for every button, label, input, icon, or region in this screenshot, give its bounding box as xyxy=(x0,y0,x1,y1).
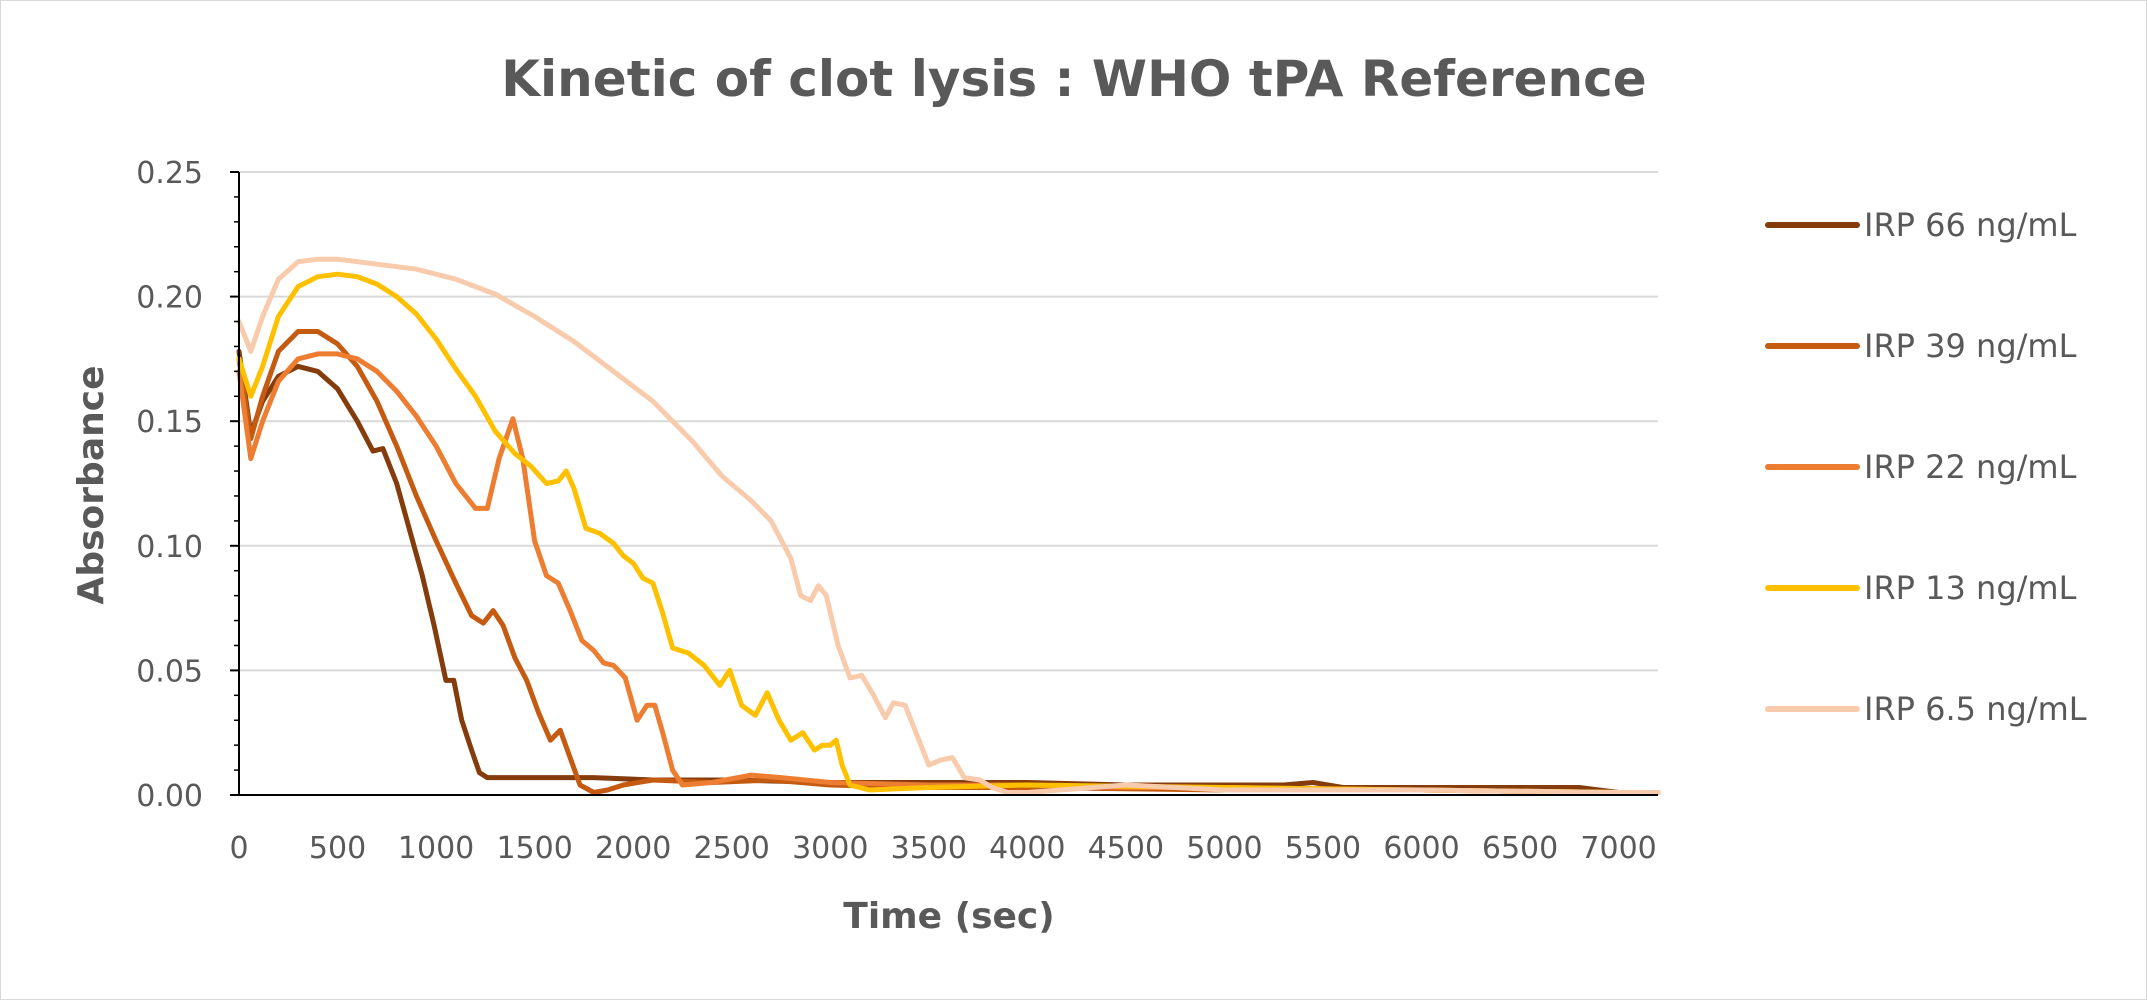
x-tick-label: 2500 xyxy=(694,831,770,866)
x-tick-label: 5500 xyxy=(1285,831,1361,866)
x-tick-label: 4500 xyxy=(1088,831,1164,866)
legend-label: IRP 39 ng/mL xyxy=(1864,327,2077,365)
x-axis-ticks: 0 500 1000 1500 2000 2500 3000 3500 4000 4500 5000… xyxy=(229,831,1656,866)
x-tick-label: 0 xyxy=(229,831,248,866)
legend-label: IRP 13 ng/mL xyxy=(1864,569,2077,607)
y-tick-label: 0.15 xyxy=(136,405,203,440)
x-tick-label: 4000 xyxy=(989,831,1065,866)
x-tick-label: 6500 xyxy=(1482,831,1558,866)
gridlines xyxy=(239,171,1658,672)
y-axis-label: Absorbance xyxy=(71,366,112,605)
series-line-5 xyxy=(236,256,1661,795)
series-line-2 xyxy=(236,329,1661,795)
x-tick-label: 6000 xyxy=(1383,831,1459,866)
series-line-1 xyxy=(236,348,1661,795)
x-tick-label: 2000 xyxy=(595,831,671,866)
x-tick-label: 7000 xyxy=(1580,831,1656,866)
y-tick-label: 0.20 xyxy=(136,281,203,316)
series-lines xyxy=(236,256,1661,795)
x-tick-label: 1000 xyxy=(398,831,474,866)
legend-label: IRP 66 ng/mL xyxy=(1864,206,2077,244)
y-tick-label: 0.05 xyxy=(136,654,203,689)
x-tick-label: 3000 xyxy=(792,831,868,866)
x-tick-label: 500 xyxy=(309,831,366,866)
series-line-4 xyxy=(236,271,1661,795)
series-line-3 xyxy=(236,351,1661,795)
legend-label: IRP 6.5 ng/mL xyxy=(1864,690,2087,728)
legend: IRP 66 ng/mL IRP 39 ng/mL IRP 22 ng/mL IRP … xyxy=(1765,206,2087,728)
x-tick-label: 1500 xyxy=(496,831,572,866)
legend-label: IRP 22 ng/mL xyxy=(1864,448,2077,486)
y-tick-label: 0.10 xyxy=(136,530,203,565)
y-axis-ticks: 0.00 0.05 0.10 0.15 0.20 0.25 xyxy=(136,156,239,814)
x-tick-label: 3500 xyxy=(891,831,967,866)
chart-title: Kinetic of clot lysis : WHO tPA Referenc… xyxy=(501,50,1646,108)
axes xyxy=(238,172,1658,796)
x-axis-label: Time (sec) xyxy=(843,896,1054,937)
y-tick-label: 0.00 xyxy=(136,779,203,814)
y-tick-label: 0.25 xyxy=(136,156,203,191)
x-tick-label: 5000 xyxy=(1186,831,1262,866)
